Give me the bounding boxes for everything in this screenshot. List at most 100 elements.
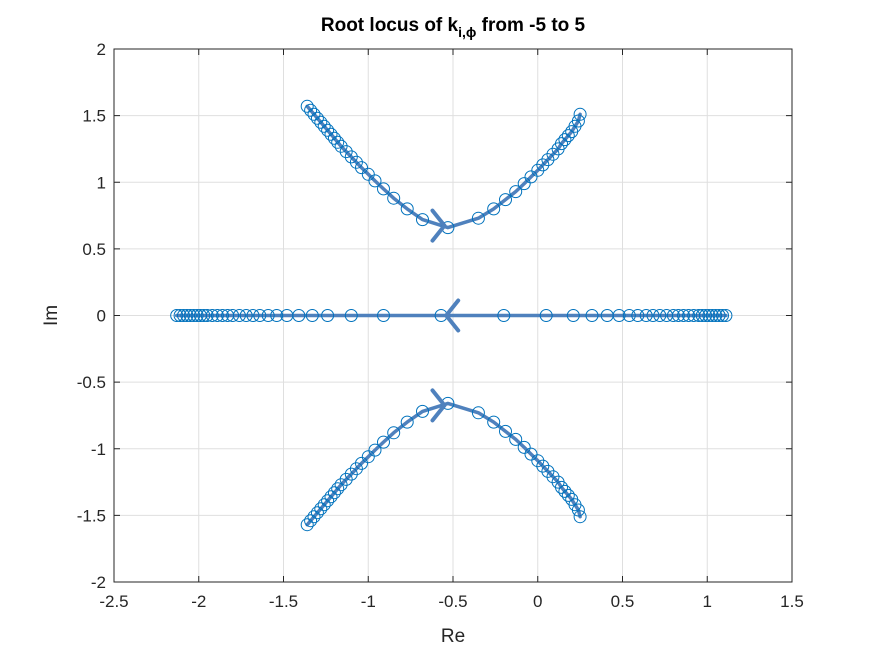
locus-point: [368, 174, 382, 188]
locus-point: [555, 137, 568, 151]
locus-point: [180, 309, 194, 322]
locus-point: [702, 309, 716, 322]
locus-point: [400, 202, 414, 216]
locus-point: [546, 147, 560, 161]
locus-point: [177, 309, 190, 322]
locus-point: [310, 111, 324, 125]
locus-point: [331, 135, 345, 149]
y-tick-label: 2: [97, 40, 106, 59]
locus-point: [509, 432, 523, 446]
locus-point: [170, 309, 184, 322]
x-tick-label: 1: [703, 592, 712, 611]
x-tick-label: 0: [533, 592, 542, 611]
locus-point: [190, 309, 204, 322]
locus-point: [304, 514, 318, 528]
locus-point: [261, 309, 275, 322]
locus-point: [339, 145, 353, 159]
y-tick-labels: -2 -1.5 -1 -0.5 0 0.5 1 1.5 2: [77, 40, 106, 592]
locus-point: [677, 309, 690, 322]
locus-point: [571, 114, 585, 128]
locus-branch-1: [300, 99, 587, 243]
locus-point: [487, 415, 501, 429]
locus-point: [270, 309, 284, 322]
x-tick-label: -0.5: [438, 592, 467, 611]
locus-point: [317, 119, 331, 133]
locus-point: [239, 309, 253, 322]
locus-point: [695, 309, 709, 322]
data-series: [170, 99, 733, 532]
locus-point: [573, 510, 587, 524]
direction-arrow: [444, 298, 461, 333]
locus-point: [719, 309, 733, 322]
locus-point: [253, 309, 267, 322]
y-tick-label: -1: [91, 440, 106, 459]
locus-point: [331, 482, 345, 496]
locus-point: [355, 161, 368, 175]
locus-branch-3: [170, 298, 733, 333]
locus-point: [546, 470, 560, 484]
locus-point: [310, 506, 324, 520]
locus-point: [471, 406, 485, 420]
x-tick-label: 0.5: [611, 592, 635, 611]
locus-point: [517, 177, 531, 191]
locus-point: [300, 99, 314, 113]
locus-point: [324, 490, 338, 504]
locus-branch-2: [300, 388, 587, 532]
locus-point: [305, 309, 319, 322]
locus-point: [173, 309, 187, 322]
locus-point: [571, 503, 585, 517]
locus-point: [692, 309, 706, 322]
locus-point: [216, 309, 229, 322]
tick-marks: [113, 48, 793, 583]
x-tick-label: -2: [191, 592, 206, 611]
locus-point: [509, 185, 523, 199]
locus-point: [205, 309, 219, 322]
locus-point: [361, 167, 375, 181]
locus-point: [368, 443, 382, 457]
locus-point: [705, 309, 719, 322]
locus-point: [653, 309, 667, 322]
locus-point: [531, 163, 545, 177]
y-tick-label: 1: [97, 173, 106, 192]
locus-point: [292, 309, 306, 322]
locus-point: [585, 309, 599, 322]
locus-point: [612, 309, 626, 322]
locus-point: [304, 103, 318, 117]
chart-title-suffix: from -5 to 5: [476, 15, 585, 36]
locus-point: [387, 426, 401, 440]
x-tick-label: -1.5: [269, 592, 298, 611]
locus-line: [305, 104, 582, 230]
locus-point: [349, 155, 363, 169]
locus-point: [246, 309, 260, 322]
locus-point: [622, 309, 636, 322]
locus-point: [400, 415, 414, 429]
locus-point: [377, 435, 390, 449]
x-axis-label: Re: [441, 626, 465, 647]
locus-point: [536, 158, 550, 172]
locus-point: [524, 447, 538, 461]
locus-point: [232, 309, 246, 322]
locus-point: [497, 309, 511, 322]
locus-point: [709, 309, 723, 322]
y-tick-label: -0.5: [77, 373, 106, 392]
locus-point: [187, 309, 201, 322]
locus-point: [327, 486, 341, 500]
y-tick-label: 0: [97, 307, 106, 326]
locus-point: [317, 498, 331, 512]
y-tick-label: 0.5: [82, 240, 106, 259]
locus-point: [300, 518, 314, 532]
locus-point: [561, 488, 575, 502]
locus-point: [307, 510, 321, 524]
locus-line: [305, 401, 582, 527]
locus-point: [210, 309, 224, 322]
locus-point: [499, 424, 512, 438]
locus-point: [712, 309, 726, 322]
locus-point: [321, 494, 335, 508]
locus-point: [671, 309, 685, 322]
locus-point: [536, 459, 550, 473]
locus-point: [541, 153, 555, 167]
locus-point: [558, 133, 572, 147]
locus-point: [716, 309, 729, 322]
locus-point: [416, 404, 429, 418]
